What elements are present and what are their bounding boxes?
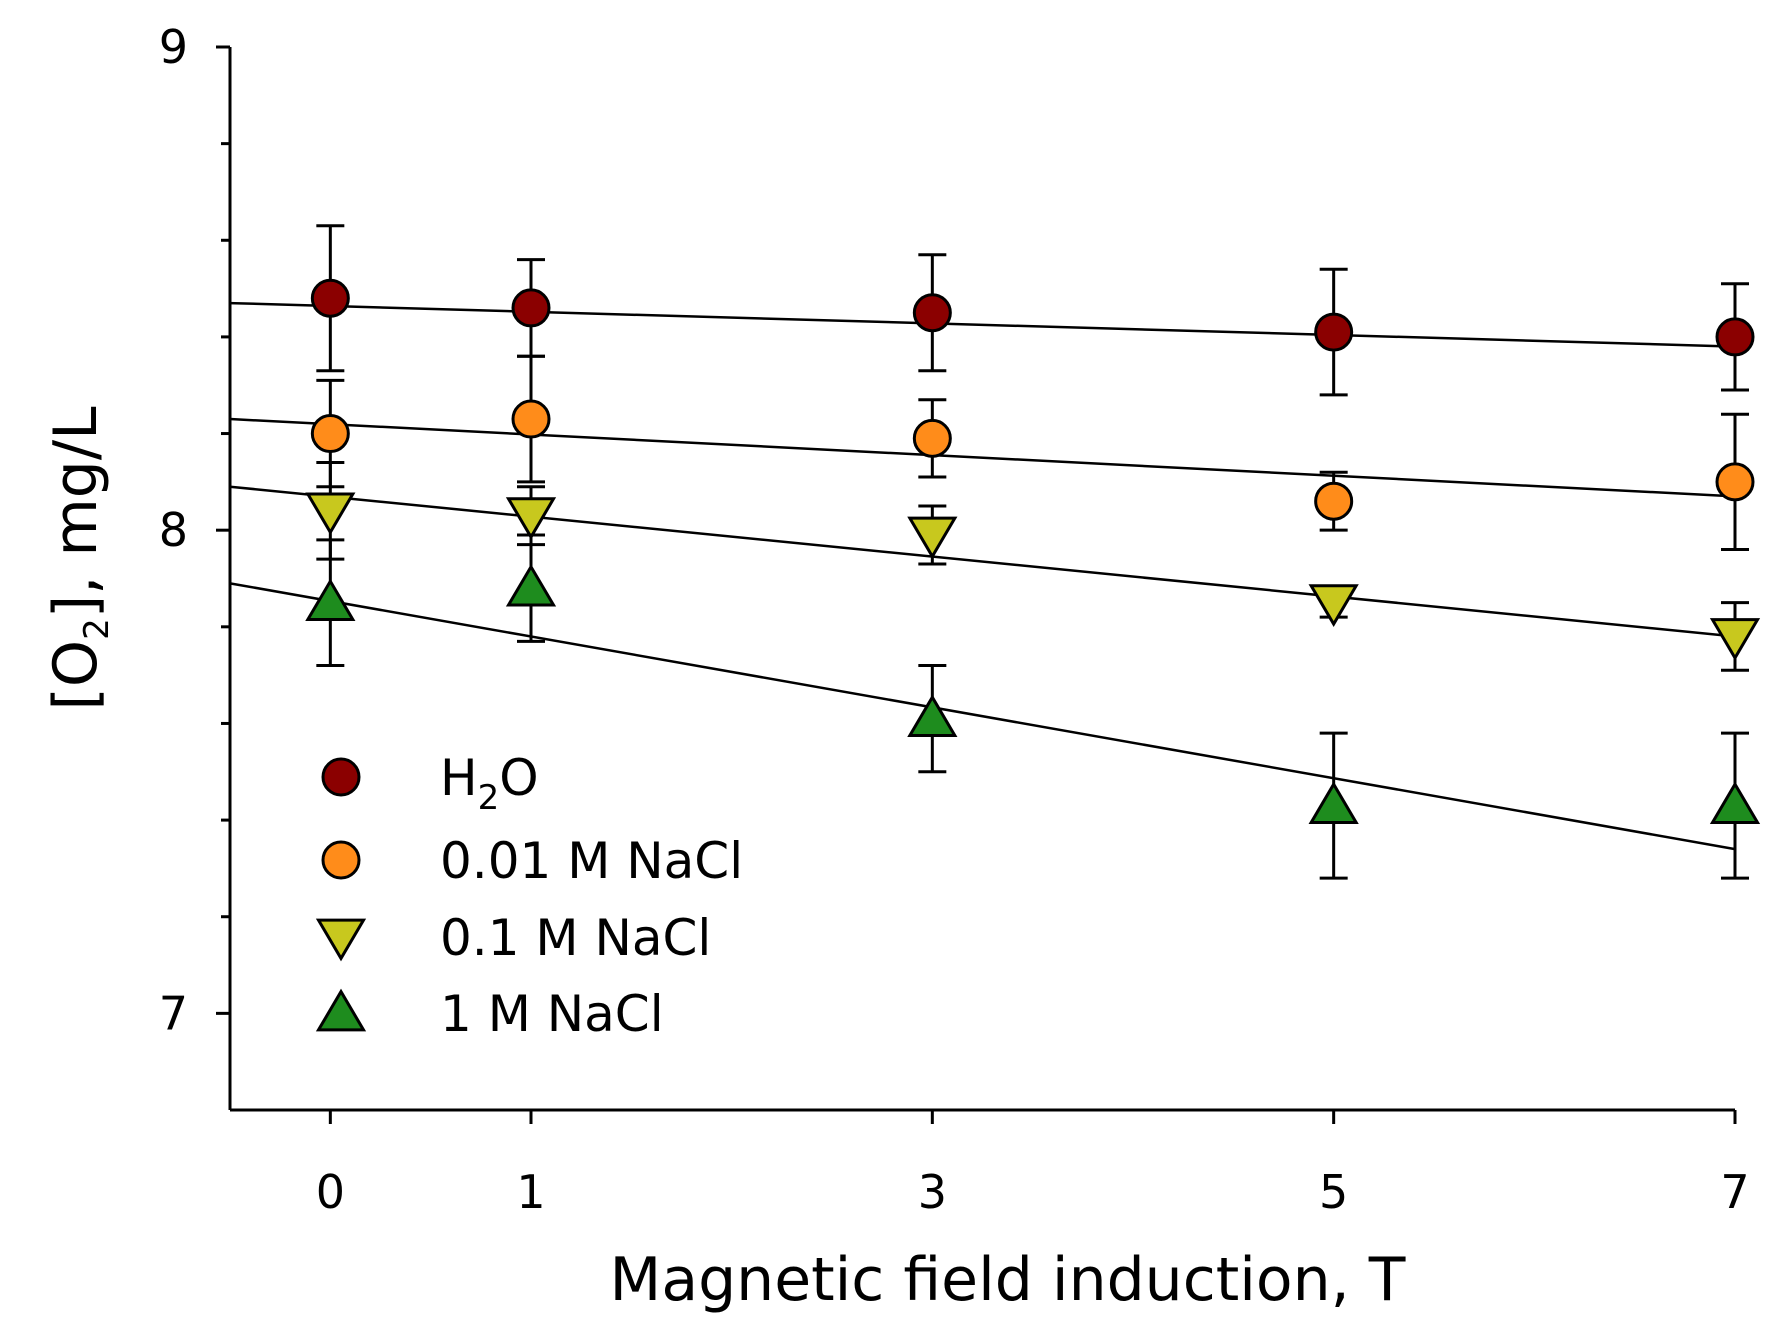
marker: [305, 492, 356, 536]
x-tick-label: 0: [316, 1165, 345, 1219]
legend-marker: [321, 757, 361, 797]
y-axis-title: [O2], mg/L: [41, 406, 117, 711]
y-tick-label: 7: [159, 986, 188, 1040]
legend-label-sub: 2: [478, 778, 500, 818]
data-point: [907, 663, 958, 774]
data-point: [1314, 267, 1354, 397]
legend: H2O 0.01 M NaCl 0.1 M NaCl 1 M NaCl: [315, 749, 743, 1043]
data-point: [907, 504, 958, 566]
marker: [505, 497, 557, 541]
fit-lines: [229, 301, 1736, 851]
legend-label-pre: H: [440, 749, 478, 807]
marker: [907, 516, 958, 560]
data-point: [505, 533, 557, 643]
marker: [912, 293, 952, 333]
data-point: [912, 253, 952, 373]
data-point: [1709, 601, 1761, 672]
marker: [1314, 481, 1354, 521]
data-points: [305, 224, 1761, 880]
marker: [1709, 781, 1761, 824]
x-tick-label: 7: [1720, 1165, 1749, 1219]
legend-label: 0.1 M NaCl: [440, 909, 711, 967]
axes: 7 8 9 0 1 3 5 7: [159, 20, 1750, 1219]
legend-label: 0.01 M NaCl: [440, 832, 743, 890]
legend-label-post: O: [499, 749, 538, 807]
data-point: [1308, 584, 1359, 627]
data-point: [1308, 731, 1359, 880]
data-point: [310, 378, 350, 489]
data-point: [505, 485, 557, 547]
x-axis-title: Magnetic field induction, T: [610, 1245, 1406, 1315]
legend-marker: [321, 840, 361, 880]
marker: [1715, 317, 1755, 357]
fit-line: [229, 417, 1736, 498]
legend-label: H2O: [440, 749, 539, 818]
marker: [511, 399, 551, 439]
marker: [1709, 618, 1761, 661]
x-tick-label: 1: [516, 1165, 545, 1219]
data-point: [305, 538, 356, 667]
y-axis-title-pre: [O: [41, 640, 111, 711]
data-point: [1314, 470, 1354, 532]
marker: [912, 418, 952, 458]
data-point: [511, 258, 551, 358]
fit-line: [229, 582, 1736, 851]
marker: [310, 414, 350, 454]
y-tick-label: 8: [159, 503, 188, 557]
data-point: [1715, 282, 1755, 392]
data-point: [1709, 731, 1761, 880]
data-point: [511, 354, 551, 484]
marker: [1715, 462, 1755, 502]
x-tick-label: 5: [1319, 1165, 1348, 1219]
marker: [505, 563, 557, 607]
legend-label: 1 M NaCl: [440, 985, 664, 1043]
data-point: [310, 224, 350, 373]
marker: [1314, 312, 1354, 352]
marker: [305, 578, 356, 622]
marker: [1308, 584, 1359, 627]
marker: [907, 694, 958, 737]
y-axis-title-sub: 2: [77, 618, 117, 640]
marker: [1308, 781, 1359, 824]
y-tick-label: 9: [159, 20, 188, 74]
marker: [511, 288, 551, 328]
fit-line: [229, 485, 1736, 638]
legend-marker: [315, 988, 367, 1032]
data-point: [1715, 412, 1755, 552]
y-axis-title-post: ], mg/L: [41, 406, 111, 618]
legend-marker: [315, 918, 367, 962]
marker: [310, 278, 350, 318]
x-tick-label: 3: [918, 1165, 947, 1219]
data-point: [912, 398, 952, 479]
fit-line: [229, 301, 1736, 348]
